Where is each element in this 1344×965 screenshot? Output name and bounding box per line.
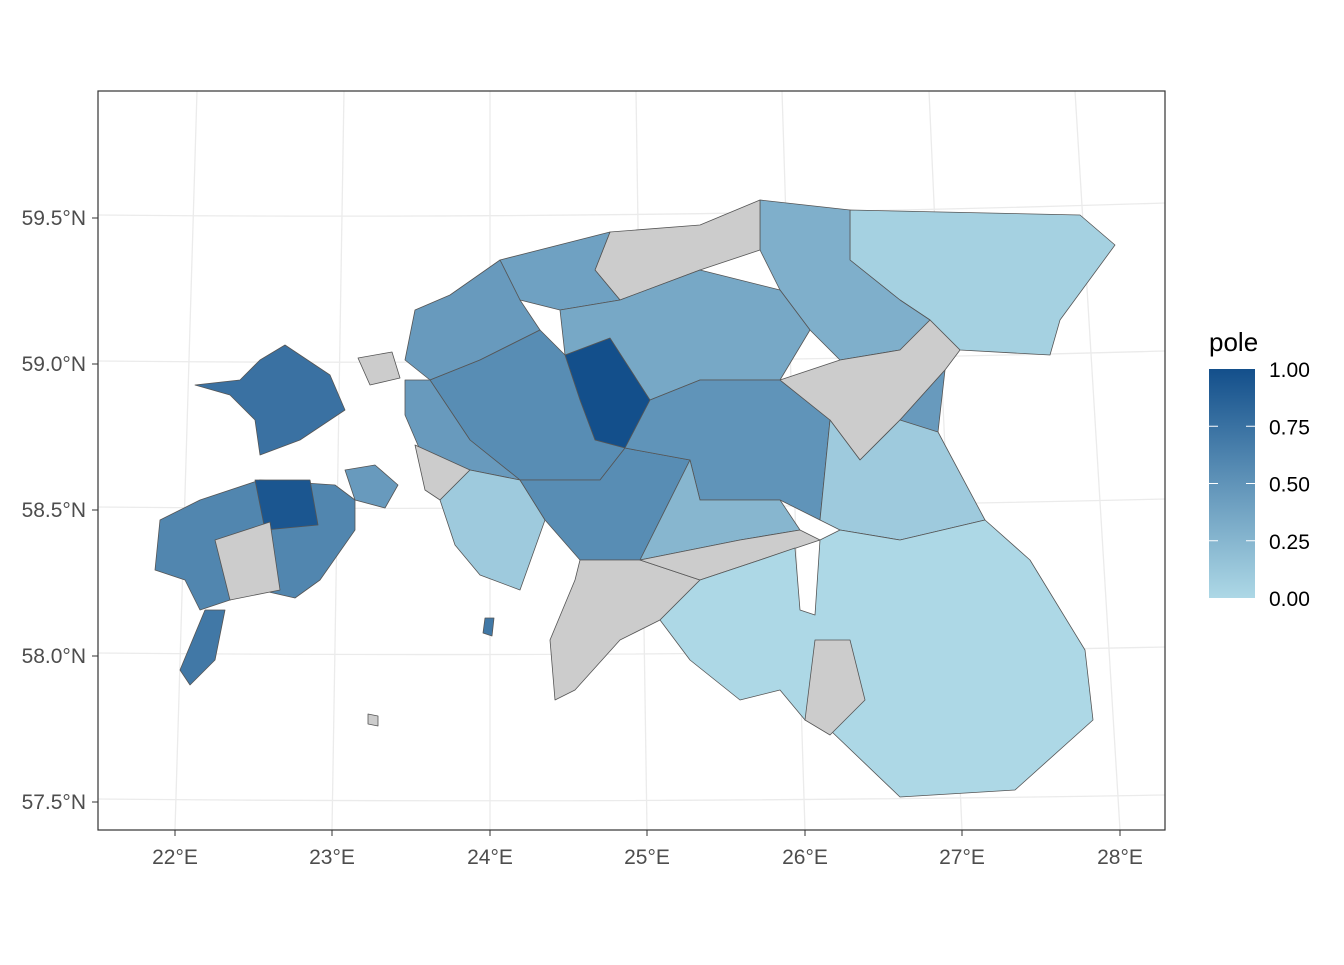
region-saaremaa-interior [214,521,281,601]
graticule-lon [174,90,198,831]
legend: pole 1.00 0.75 0.50 0.25 0.00 [1209,327,1310,611]
legend-title: pole [1209,327,1258,357]
x-axis: 22°E 23°E 24°E 25°E 26°E 27°E 28°E [152,830,1143,869]
region-muhu [344,464,399,509]
region-south-grey [804,639,866,736]
graticule-lat [97,202,1166,217]
legend-tick-label: 0.25 [1269,531,1310,554]
legend-tick-label: 0.50 [1269,474,1310,497]
graticule-lat [97,794,1166,802]
legend-tick-label: 1.00 [1269,359,1310,382]
region-parnu-west [439,469,546,591]
x-tick-label: 26°E [782,846,828,869]
region-kihnu [482,617,495,637]
graticule-lon [1074,90,1121,831]
region-vormsi [357,351,401,386]
y-tick-label: 59.0°N [22,353,86,376]
x-tick-label: 28°E [1097,846,1143,869]
y-tick-label: 58.0°N [22,645,86,668]
y-tick-label: 58.5°N [22,499,86,522]
region-saaremaa-centre [254,479,319,531]
panel-border [97,90,1166,831]
legend-tick-label: 0.75 [1269,416,1310,439]
x-tick-label: 25°E [624,846,670,869]
x-tick-label: 27°E [939,846,985,869]
y-tick-label: 59.5°N [22,207,86,230]
y-tick-label: 57.5°N [22,791,86,814]
region-sorve [179,609,226,686]
x-tick-label: 24°E [467,846,513,869]
region-ruhnu [367,713,379,727]
legend-tick-label: 0.00 [1269,588,1310,611]
region-hiiumaa [194,344,346,456]
regions-layer [154,199,1116,798]
region-tartu-north [624,379,831,521]
graticule-lon [331,90,345,831]
region-south-estonia [659,519,1094,798]
y-axis: 59.5°N 59.0°N 58.5°N 58.0°N 57.5°N [22,207,98,814]
x-tick-label: 23°E [309,846,355,869]
x-tick-label: 22°E [152,846,198,869]
